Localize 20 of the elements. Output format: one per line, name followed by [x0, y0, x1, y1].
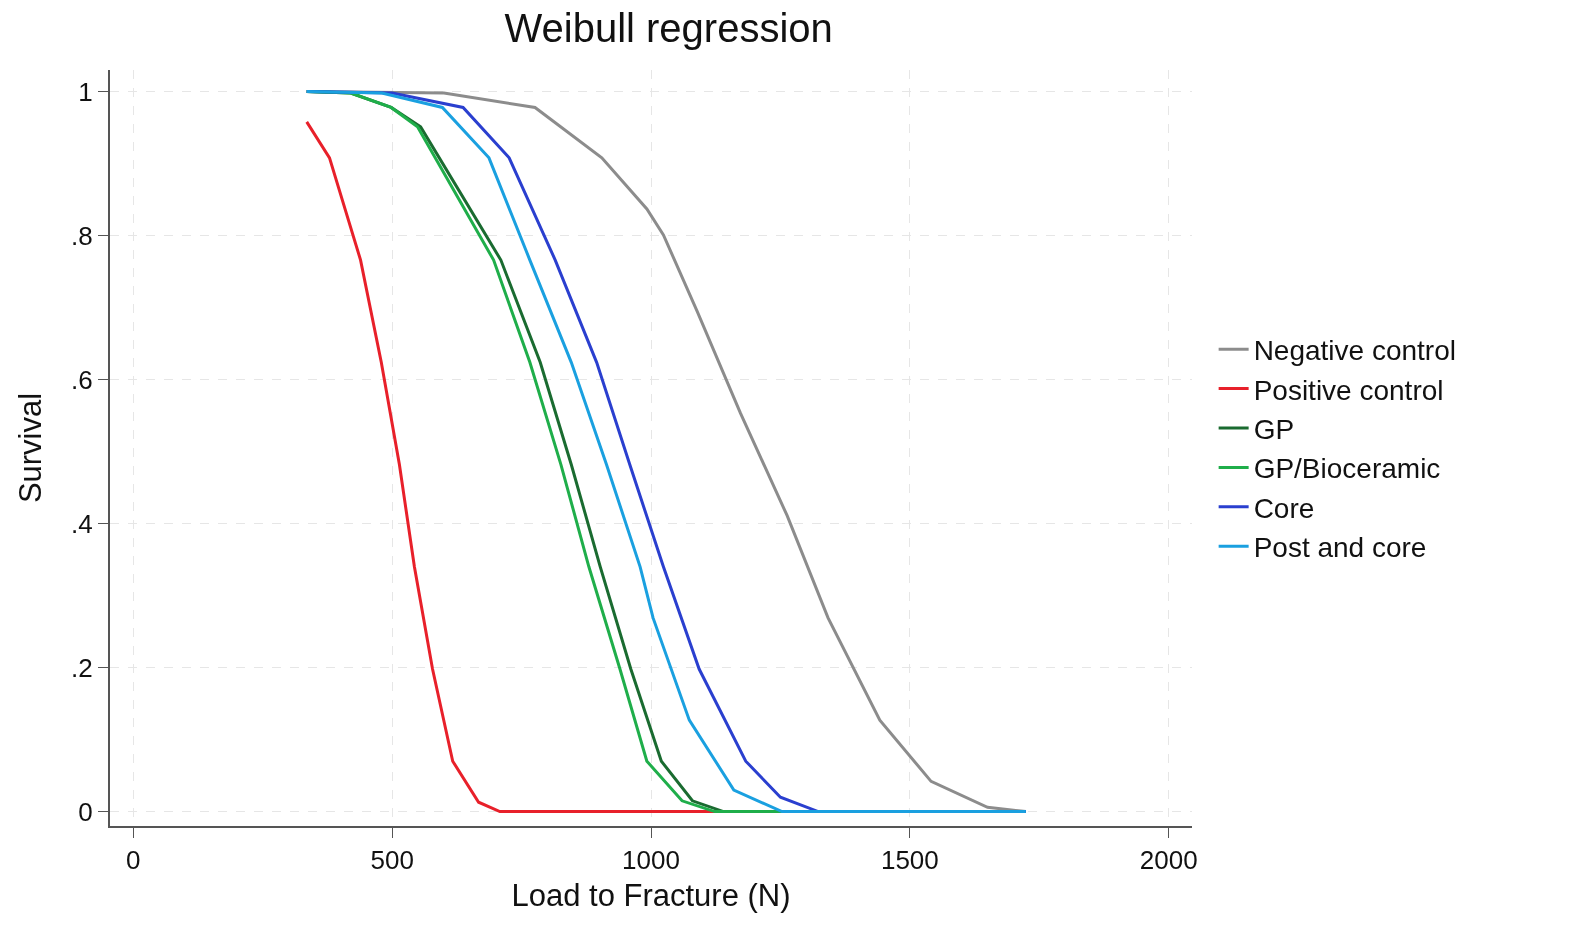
x-tick-label: 1500 [880, 845, 939, 876]
legend-label: Core [1253, 492, 1315, 524]
y-tick-label: 0 [78, 796, 93, 827]
y-tick-label: .2 [71, 652, 93, 683]
legend-label: GP [1253, 413, 1295, 445]
legend-label: Positive control [1253, 374, 1444, 406]
x-tick-label: 1000 [622, 845, 680, 876]
y-axis-title: Survival [13, 392, 49, 504]
legend-label: GP/Bioceramic [1253, 453, 1441, 485]
legend-label: Negative control [1253, 335, 1456, 367]
y-tick-label: .4 [71, 508, 93, 539]
y-tick-label: .8 [71, 220, 93, 251]
y-tick-label: 1 [78, 76, 93, 107]
y-tick-label: .6 [71, 364, 93, 395]
legend-label: Post and core [1253, 532, 1427, 564]
x-axis-title: Load to Fracture (N) [511, 877, 791, 913]
x-tick-label: 0 [126, 845, 141, 876]
chart-title: Weibull regression [504, 6, 833, 51]
x-tick-label: 500 [370, 845, 414, 876]
x-tick-label: 2000 [1139, 845, 1198, 876]
